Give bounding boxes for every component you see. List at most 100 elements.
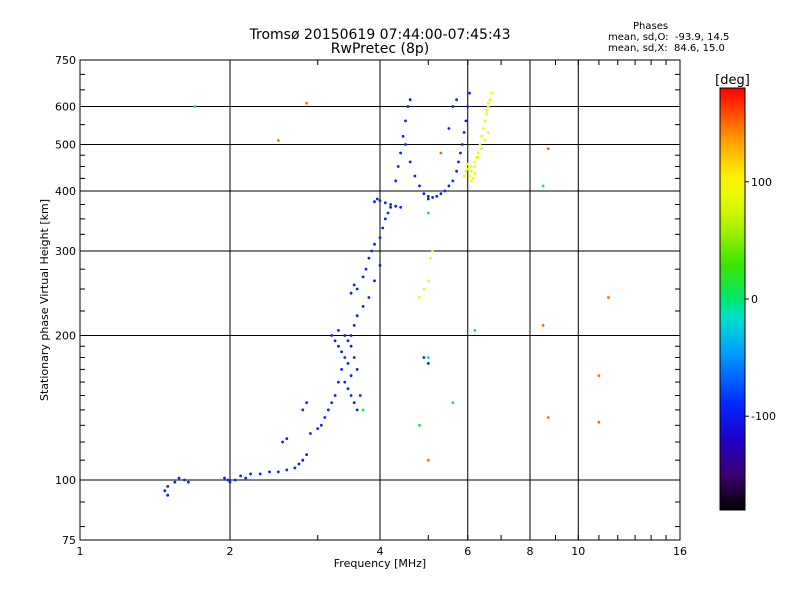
- data-point: [439, 192, 443, 196]
- data-point: [193, 105, 197, 108]
- data-point: [381, 226, 385, 230]
- data-point: [337, 344, 340, 348]
- data-point: [464, 119, 468, 123]
- data-point: [468, 174, 471, 178]
- data-point: [471, 177, 475, 180]
- data-point: [485, 112, 489, 115]
- data-point: [305, 101, 308, 105]
- data-point: [183, 478, 186, 482]
- data-point: [166, 485, 170, 488]
- data-point: [541, 184, 545, 188]
- data-point: [340, 368, 343, 371]
- data-point: [607, 296, 610, 299]
- data-point: [333, 394, 337, 397]
- data-point: [226, 478, 230, 482]
- data-point: [473, 172, 477, 176]
- y-tick-label: 300: [55, 245, 76, 258]
- data-point: [413, 174, 417, 178]
- data-point: [426, 194, 430, 198]
- data-point: [281, 440, 284, 444]
- data-point: [330, 334, 334, 337]
- data-point: [323, 416, 327, 419]
- data-point: [466, 167, 470, 171]
- data-point: [483, 139, 487, 142]
- data-point: [483, 119, 487, 123]
- data-point: [394, 179, 398, 183]
- y-tick-label: 400: [55, 185, 76, 198]
- data-point: [404, 119, 407, 123]
- data-point: [301, 408, 305, 412]
- data-point: [352, 356, 356, 359]
- data-point: [464, 169, 468, 173]
- data-point: [361, 275, 365, 279]
- y-tick-label: 600: [55, 101, 76, 114]
- data-point: [364, 267, 368, 271]
- data-point: [301, 458, 305, 462]
- data-point: [546, 416, 550, 419]
- data-point: [422, 356, 426, 359]
- data-point: [373, 200, 376, 204]
- data-point: [431, 196, 434, 199]
- data-point: [249, 472, 253, 476]
- data-point: [340, 350, 343, 354]
- data-point: [469, 179, 473, 183]
- data-point: [343, 334, 347, 337]
- data-point: [476, 156, 480, 159]
- data-point: [276, 470, 280, 474]
- x-tick-label: 4: [377, 545, 384, 558]
- y-tick-label: 750: [55, 54, 76, 67]
- data-point: [346, 339, 350, 343]
- data-point: [541, 324, 545, 327]
- data-point: [408, 98, 412, 102]
- data-point: [233, 478, 237, 482]
- data-point: [378, 264, 382, 267]
- data-point: [418, 296, 421, 299]
- data-point: [383, 201, 387, 205]
- data-point: [462, 131, 466, 134]
- data-point: [426, 279, 430, 283]
- data-point: [285, 468, 289, 472]
- data-point: [297, 462, 301, 466]
- data-point: [426, 197, 430, 201]
- data-point: [435, 194, 439, 198]
- data-point: [373, 279, 376, 283]
- data-point: [355, 368, 359, 371]
- data-point: [352, 283, 356, 287]
- data-point: [309, 432, 312, 435]
- data-point: [422, 192, 426, 196]
- colorbar-tick-label: 0: [751, 293, 758, 306]
- data-point: [375, 197, 379, 201]
- x-tick-label: 2: [227, 545, 234, 558]
- chart-title: Tromsø 20150619 07:44:00-07:45:43: [249, 27, 511, 43]
- data-point: [466, 105, 470, 108]
- data-point: [367, 256, 371, 260]
- data-point: [487, 101, 490, 105]
- data-point: [378, 236, 382, 240]
- y-tick-label: 500: [55, 139, 76, 152]
- colorbar-tick-label: -100: [751, 410, 776, 423]
- data-point: [487, 105, 490, 108]
- data-point: [476, 151, 480, 155]
- data-point: [187, 480, 190, 484]
- data-point: [370, 249, 374, 253]
- x-axis-label: Frequency [MHz]: [334, 557, 426, 570]
- data-point: [469, 169, 473, 173]
- data-point: [293, 466, 297, 470]
- data-point: [480, 134, 484, 138]
- chart-subtitle: RwPretec (8p): [330, 41, 430, 57]
- data-point: [330, 401, 334, 404]
- data-point: [469, 165, 473, 168]
- data-point: [276, 139, 280, 142]
- data-point: [305, 453, 308, 456]
- data-point: [244, 476, 248, 480]
- data-point: [426, 362, 430, 365]
- x-tick-label: 6: [464, 545, 471, 558]
- data-point: [349, 344, 353, 348]
- data-point: [443, 189, 447, 193]
- data-point: [422, 287, 426, 291]
- data-point: [490, 91, 493, 95]
- phase-line-x: mean, sd,X: 84.6, 15.0: [608, 43, 725, 54]
- data-point: [326, 408, 330, 412]
- data-point: [451, 105, 455, 108]
- data-point: [478, 143, 482, 146]
